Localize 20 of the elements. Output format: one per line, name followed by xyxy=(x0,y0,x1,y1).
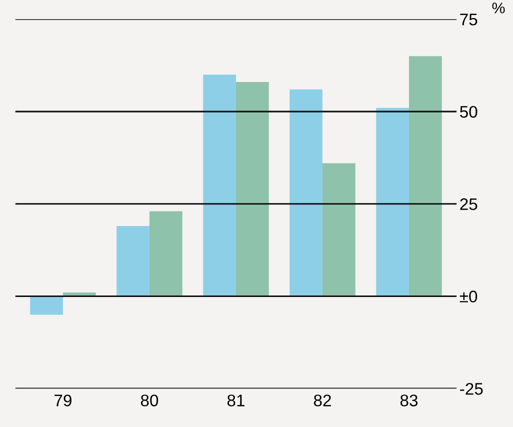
bar xyxy=(408,56,442,296)
x-tick-label: 83 xyxy=(400,394,418,406)
y-tick-label: ±0 xyxy=(460,290,478,302)
bar xyxy=(290,89,322,296)
bar xyxy=(203,74,236,296)
bar xyxy=(322,163,356,296)
y-tick-label: 25 xyxy=(460,198,478,210)
bar xyxy=(376,108,409,296)
x-tick-label: 79 xyxy=(54,394,72,406)
bar xyxy=(236,82,269,296)
x-tick-label: 81 xyxy=(227,394,244,406)
bar xyxy=(116,226,150,296)
y-axis-title: % xyxy=(492,2,505,14)
y-tick-label: 50 xyxy=(460,106,478,118)
bar xyxy=(149,211,182,296)
x-tick-label: 82 xyxy=(314,394,331,406)
y-tick-label: -25 xyxy=(460,382,483,395)
bar xyxy=(30,296,63,315)
y-tick-label: 75 xyxy=(460,14,478,26)
x-tick-label: 80 xyxy=(140,394,158,406)
